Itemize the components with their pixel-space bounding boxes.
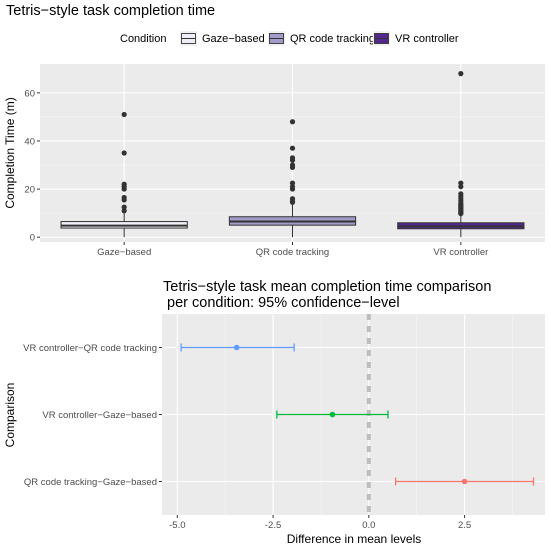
box-group [397, 71, 525, 238]
legend-title: Condition [120, 33, 166, 45]
outlier-point [289, 119, 296, 125]
outlier-point [289, 199, 296, 205]
errorbar-title-line2: per condition: 95% confidence−level [163, 295, 400, 311]
errorbar-x-axis-title: Difference in mean levels [287, 532, 422, 546]
legend-label: QR code tracking [290, 33, 375, 45]
outlier-point [289, 186, 296, 192]
y-tick-label: 40 [24, 136, 35, 147]
outlier-point [289, 180, 296, 186]
outlier-point [289, 145, 296, 151]
errorbar-title-line1: Tetris−style task mean completion time c… [163, 279, 491, 295]
boxplot-chart: Tetris−style task completion time Condit… [3, 3, 545, 258]
y-tick-label: 60 [24, 88, 35, 99]
outlier-point [458, 180, 464, 186]
legend-label: VR controller [395, 33, 459, 45]
x-tick-label: -5.0 [169, 520, 185, 531]
errorbar-group [394, 477, 535, 486]
x-tick-label: VR controller [433, 247, 488, 258]
y-tick-label: VR controller−QR code tracking [23, 343, 157, 354]
legend-item: QR code tracking [268, 31, 375, 46]
x-tick-label: 0.0 [362, 520, 375, 531]
outlier-point [121, 111, 127, 118]
mean-difference-point [233, 344, 240, 351]
boxplot-y-axis-title: Completion Time (m) [3, 97, 17, 208]
outlier-point [121, 197, 127, 203]
legend-item: VR controller [373, 31, 459, 46]
x-tick-label: -2.5 [265, 520, 281, 531]
y-tick-label: VR controller−Gaze−based [42, 410, 157, 421]
x-tick-label: 2.5 [458, 520, 471, 531]
outlier-point [458, 184, 464, 190]
y-tick-label: QR code tracking−Gaze−based [24, 477, 157, 488]
outlier-point [458, 211, 464, 217]
outlier-point [121, 208, 127, 214]
errorbar-chart: Tetris−style task mean completion time c… [3, 279, 545, 546]
errorbar-y-axis-title: Comparison [3, 383, 17, 448]
box-group [228, 119, 357, 238]
errorbar-group [180, 343, 295, 352]
box-group [60, 111, 188, 238]
outlier-point [289, 164, 296, 171]
legend-item: Gaze−based [180, 31, 265, 46]
outlier-point [121, 186, 127, 192]
legend-label: Gaze−based [202, 33, 265, 45]
outlier-point [121, 204, 127, 210]
mean-difference-point [461, 478, 468, 485]
y-tick-label: 0 [30, 233, 35, 244]
outlier-point [289, 157, 296, 163]
y-tick-label: 20 [24, 185, 35, 196]
mean-difference-point [329, 411, 336, 418]
legend: Condition Gaze−based QR code tracking VR c… [120, 31, 459, 46]
errorbar-group [276, 410, 389, 419]
x-tick-label: QR code tracking [256, 247, 329, 258]
boxplot-title: Tetris−style task completion time [6, 3, 215, 19]
outlier-point [121, 150, 127, 156]
outlier-point [458, 71, 464, 77]
x-tick-label: Gaze−based [97, 247, 151, 258]
